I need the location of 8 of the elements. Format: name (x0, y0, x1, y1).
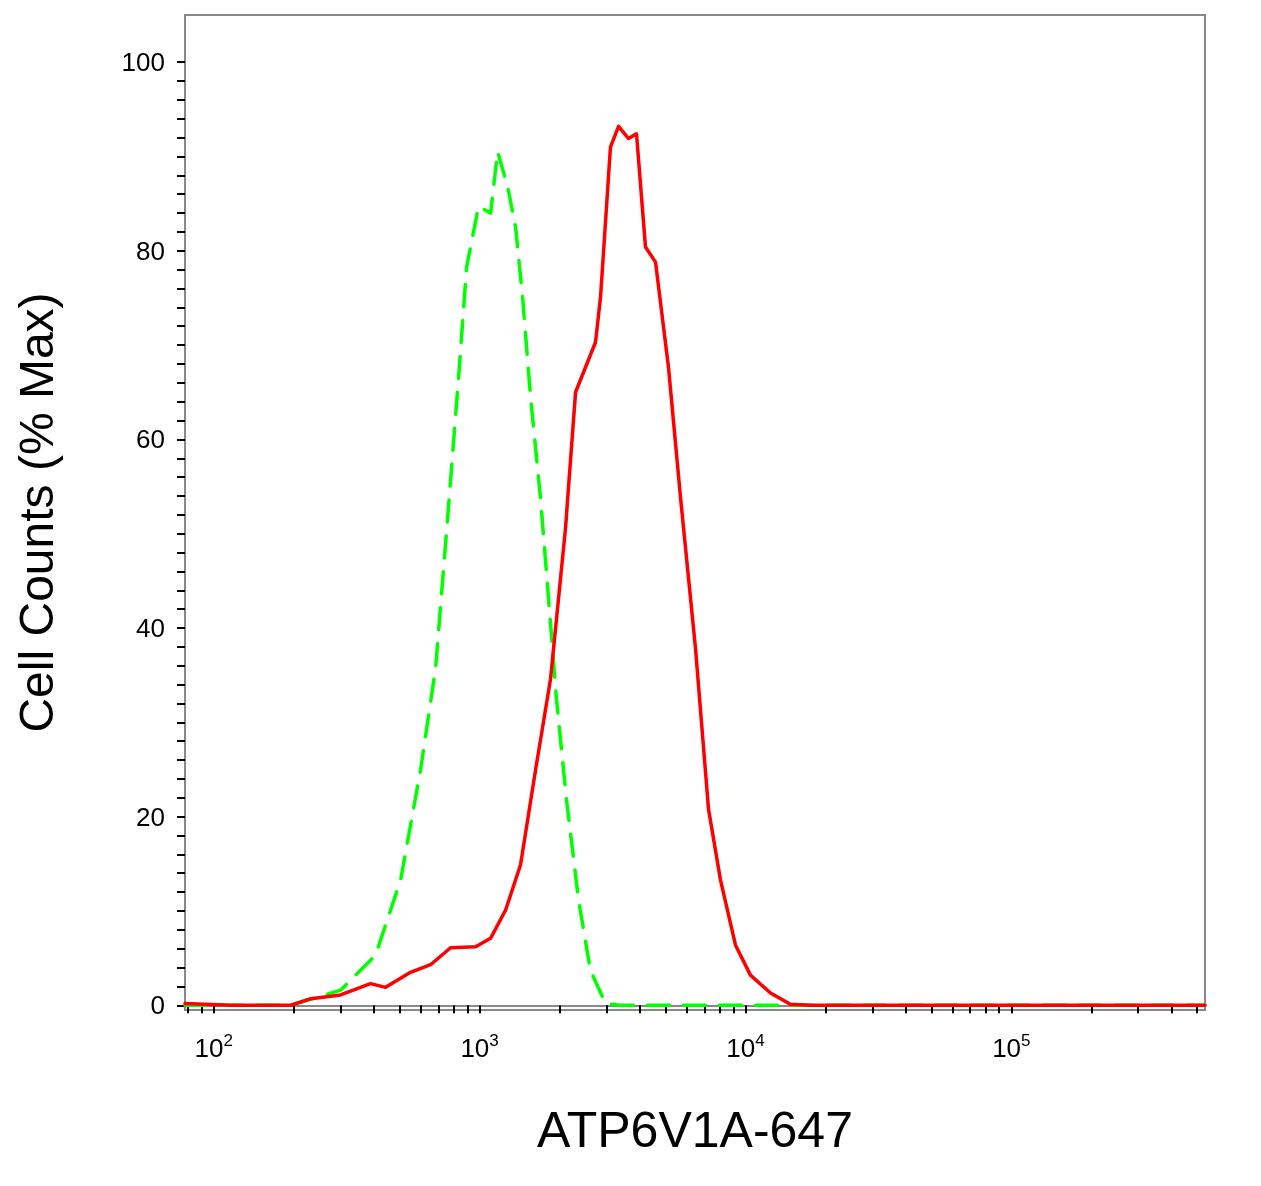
y-tick-label: 100 (121, 47, 165, 78)
y-tick-label: 60 (136, 424, 165, 455)
y-tick-label: 80 (136, 235, 165, 266)
y-axis-title: Cell Counts (% Max) (9, 292, 63, 733)
y-tick-label: 20 (136, 801, 165, 832)
y-tick-label: 0 (150, 990, 165, 1021)
y-tick-label: 40 (136, 613, 165, 644)
x-axis-title: ATP6V1A-647 (537, 1102, 853, 1158)
